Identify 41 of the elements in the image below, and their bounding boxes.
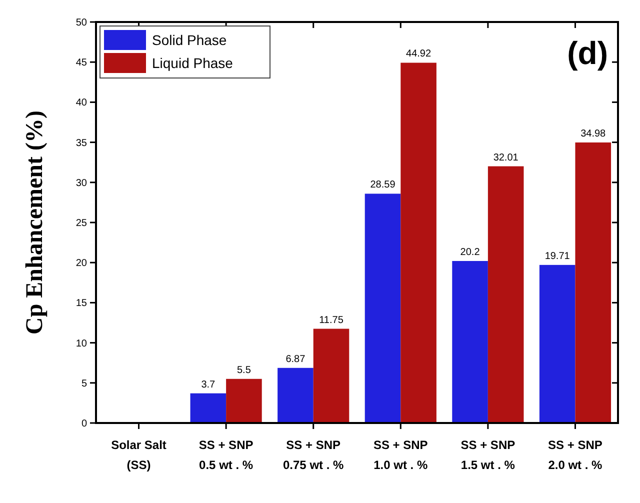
bar	[313, 328, 350, 423]
bar	[400, 62, 436, 423]
bar	[190, 393, 226, 423]
x-tick-label: SS + SNP 0.5 wt . %	[198, 438, 254, 472]
bar	[278, 368, 314, 423]
annotation: (d)	[567, 35, 608, 71]
y-tick-label: 15	[76, 298, 88, 310]
data-label: 32.01	[493, 152, 519, 164]
bar	[575, 142, 612, 423]
bar	[452, 260, 488, 423]
legend-label: Liquid Phase	[152, 54, 234, 71]
bar	[539, 264, 576, 423]
y-tick-label: 0	[81, 418, 88, 430]
bar	[488, 166, 524, 423]
y-tick-label: 25	[76, 218, 88, 229]
data-label: 3.7	[201, 379, 216, 390]
data-label: 28.59	[370, 180, 396, 191]
y-axis-title: Cp Enhancement (%)	[22, 110, 48, 335]
y-tick-label: 10	[76, 338, 88, 350]
bar	[226, 378, 262, 423]
data-label: 44.92	[406, 48, 432, 60]
data-label: 20.2	[460, 246, 480, 258]
y-tick-label: 35	[76, 138, 88, 149]
bar	[364, 194, 401, 423]
x-tick-label: Solar Salt (SS)	[111, 438, 166, 472]
data-label: 5.5	[237, 364, 252, 376]
data-label: 19.71	[544, 250, 570, 262]
y-tick-label: 40	[76, 98, 88, 109]
x-tick-label: SS + SNP 2.0 wt . %	[548, 438, 603, 472]
x-tick-label: SS + SNP 1.5 wt . %	[460, 438, 516, 472]
x-tick-label: SS + SNP 0.75 wt . %	[283, 438, 344, 472]
data-label: 6.87	[286, 354, 306, 365]
y-tick-label: 50	[76, 18, 88, 28]
y-tick-label: 20	[76, 258, 88, 270]
x-tick-label: SS + SNP 1.0 wt . %	[373, 438, 428, 472]
y-tick-label: 5	[81, 378, 88, 390]
legend-label: Solid Phase	[152, 32, 227, 48]
y-tick-label: 45	[76, 58, 88, 69]
y-tick-label: 30	[76, 178, 88, 189]
data-label: 11.75	[319, 314, 344, 326]
data-label: 34.98	[580, 128, 606, 140]
